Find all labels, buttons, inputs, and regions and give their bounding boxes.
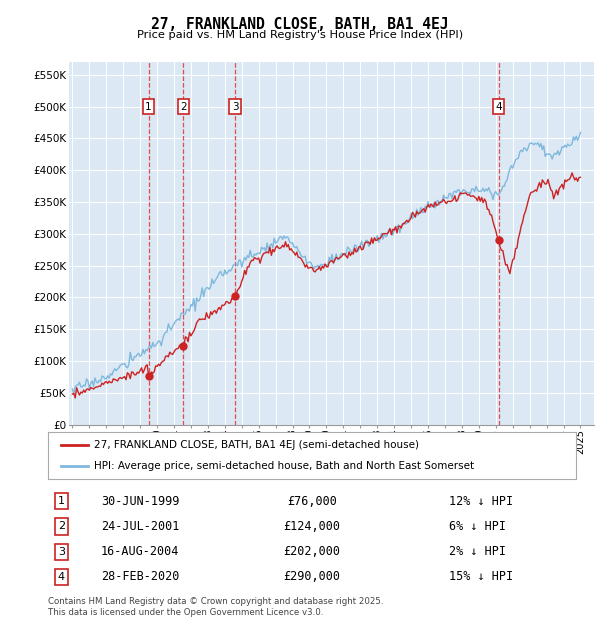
Text: 1: 1 — [58, 496, 65, 507]
Text: £202,000: £202,000 — [284, 545, 341, 558]
Text: 2: 2 — [58, 521, 65, 531]
Text: £76,000: £76,000 — [287, 495, 337, 508]
Text: 1: 1 — [145, 102, 152, 112]
Text: 28-FEB-2020: 28-FEB-2020 — [101, 570, 179, 583]
Text: 27, FRANKLAND CLOSE, BATH, BA1 4EJ: 27, FRANKLAND CLOSE, BATH, BA1 4EJ — [151, 17, 449, 32]
Text: 2% ↓ HPI: 2% ↓ HPI — [449, 545, 506, 558]
Text: 12% ↓ HPI: 12% ↓ HPI — [449, 495, 514, 508]
Text: 15% ↓ HPI: 15% ↓ HPI — [449, 570, 514, 583]
Text: 6% ↓ HPI: 6% ↓ HPI — [449, 520, 506, 533]
Text: HPI: Average price, semi-detached house, Bath and North East Somerset: HPI: Average price, semi-detached house,… — [94, 461, 475, 471]
Text: 4: 4 — [495, 102, 502, 112]
Text: 4: 4 — [58, 572, 65, 582]
Text: £124,000: £124,000 — [284, 520, 341, 533]
Text: 3: 3 — [232, 102, 239, 112]
Text: 24-JUL-2001: 24-JUL-2001 — [101, 520, 179, 533]
Text: 2: 2 — [180, 102, 187, 112]
Text: 3: 3 — [58, 547, 65, 557]
Text: £290,000: £290,000 — [284, 570, 341, 583]
Text: 27, FRANKLAND CLOSE, BATH, BA1 4EJ (semi-detached house): 27, FRANKLAND CLOSE, BATH, BA1 4EJ (semi… — [94, 440, 419, 450]
Text: 30-JUN-1999: 30-JUN-1999 — [101, 495, 179, 508]
Text: 16-AUG-2004: 16-AUG-2004 — [101, 545, 179, 558]
Text: Contains HM Land Registry data © Crown copyright and database right 2025.
This d: Contains HM Land Registry data © Crown c… — [48, 598, 383, 617]
Text: Price paid vs. HM Land Registry's House Price Index (HPI): Price paid vs. HM Land Registry's House … — [137, 30, 463, 40]
